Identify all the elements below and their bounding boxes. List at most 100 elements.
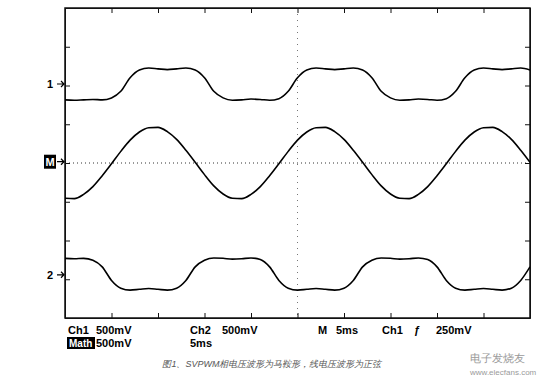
tick-mark xyxy=(525,8,530,9)
tick-mark xyxy=(112,8,113,13)
status-label: 500mV xyxy=(96,324,132,336)
tick xyxy=(251,313,252,318)
tick xyxy=(65,124,70,125)
status-label: Math xyxy=(69,338,92,349)
center-line xyxy=(297,8,298,318)
tick xyxy=(525,163,530,164)
tick xyxy=(298,313,299,318)
tick xyxy=(158,8,159,13)
watermark: www.elecfans.com xyxy=(469,368,537,377)
tick xyxy=(65,47,70,48)
tick-mark xyxy=(251,8,252,13)
channel-label: 2 xyxy=(47,269,53,281)
status-label: M xyxy=(318,324,327,336)
trace xyxy=(65,127,530,198)
tick-mark xyxy=(65,8,70,9)
watermark: 电子发烧友 xyxy=(470,352,525,364)
tick-mark xyxy=(525,318,530,319)
tick-mark xyxy=(65,124,70,125)
axis-line xyxy=(530,9,531,319)
channel-arrow xyxy=(57,159,64,165)
tick xyxy=(525,47,530,48)
tick xyxy=(437,8,438,13)
tick xyxy=(391,8,392,13)
tick-mark xyxy=(65,318,70,319)
status-label: 5ms xyxy=(336,324,358,336)
tick-mark xyxy=(525,279,530,280)
tick-mark xyxy=(484,313,485,318)
tick-mark xyxy=(391,8,392,13)
tick xyxy=(437,313,438,318)
tick xyxy=(484,8,485,13)
channel-label: 1 xyxy=(47,78,53,90)
tick-mark xyxy=(65,163,70,164)
tick-mark xyxy=(251,313,252,318)
tick xyxy=(205,8,206,13)
axis-line xyxy=(66,318,531,319)
tick xyxy=(251,8,252,13)
tick-mark xyxy=(65,279,70,280)
tick xyxy=(525,241,530,242)
tick xyxy=(65,279,70,280)
tick-mark xyxy=(525,86,530,87)
tick-mark xyxy=(525,241,530,242)
status-label: Ch1 xyxy=(382,324,403,336)
tick xyxy=(344,313,345,318)
chart: 1 M 2 Ch1 500mV Ch2 500mV M 5ms Ch1 ƒ 250mV Math 500m… xyxy=(0,0,544,381)
caption: 图1、SVPWM相电压波形为马鞍形，线电压波形为正弦 xyxy=(162,359,383,369)
tick xyxy=(525,8,530,9)
tick xyxy=(391,313,392,318)
tick-mark xyxy=(525,124,530,125)
tick-mark xyxy=(65,86,70,87)
tick xyxy=(65,8,70,9)
axis xyxy=(66,8,531,13)
tick-mark xyxy=(344,313,345,318)
label-box xyxy=(67,337,95,349)
tick xyxy=(65,202,70,203)
tick xyxy=(484,313,485,318)
tick xyxy=(65,163,70,164)
tick-mark xyxy=(437,313,438,318)
status-label: 500mV xyxy=(222,324,258,336)
tick-mark xyxy=(298,313,299,318)
tick xyxy=(525,279,530,280)
plot-frame xyxy=(65,8,530,318)
axis xyxy=(65,9,70,319)
tick-mark xyxy=(205,313,206,318)
trace xyxy=(65,68,530,100)
channel-label: M xyxy=(45,156,54,168)
status-label: 500mV xyxy=(96,337,132,349)
tick xyxy=(298,8,299,13)
tick-mark xyxy=(65,202,70,203)
tick-mark xyxy=(525,47,530,48)
tick xyxy=(112,313,113,318)
tick xyxy=(65,241,70,242)
tick-mark xyxy=(525,163,530,164)
tick xyxy=(525,202,530,203)
status-label: Ch2 xyxy=(190,324,211,336)
tick-mark xyxy=(298,8,299,13)
tick-mark xyxy=(158,313,159,318)
tick-mark xyxy=(65,47,70,48)
status-label: 250mV xyxy=(436,324,472,336)
tick xyxy=(205,313,206,318)
tick xyxy=(525,124,530,125)
status-label: ƒ xyxy=(414,324,420,336)
tick-mark xyxy=(158,8,159,13)
tick xyxy=(65,318,70,319)
status-label: Ch1 xyxy=(68,324,89,336)
tick-mark xyxy=(65,241,70,242)
tick xyxy=(344,8,345,13)
tick-mark xyxy=(525,202,530,203)
tick-mark xyxy=(391,313,392,318)
tick-mark xyxy=(205,8,206,13)
tick xyxy=(65,86,70,87)
channel-arrow xyxy=(57,272,64,278)
center-line xyxy=(65,163,530,164)
trace xyxy=(65,258,530,290)
tick-mark xyxy=(437,8,438,13)
tick-mark xyxy=(112,313,113,318)
tick xyxy=(525,86,530,87)
tick-mark xyxy=(344,8,345,13)
marker-box xyxy=(44,155,56,169)
